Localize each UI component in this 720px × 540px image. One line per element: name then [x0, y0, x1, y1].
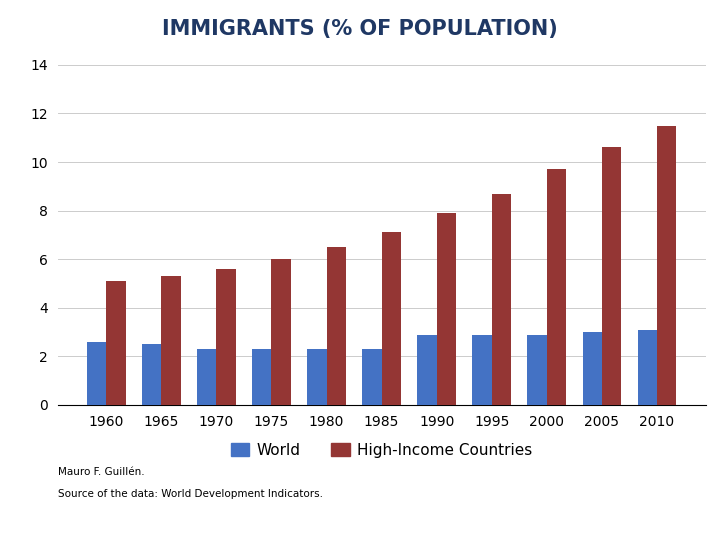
Text: Source of the data: World Development Indicators.: Source of the data: World Development In…	[58, 489, 323, 499]
Text: Mauro F. Guillén.: Mauro F. Guillén.	[58, 467, 144, 477]
Bar	[142, 345, 161, 405]
Text: 10: 10	[685, 519, 702, 532]
Bar	[657, 126, 676, 405]
Bar	[418, 335, 436, 405]
Bar	[197, 349, 217, 405]
Bar	[528, 335, 546, 405]
Bar	[472, 335, 492, 405]
Bar	[582, 332, 602, 405]
Bar	[271, 259, 291, 405]
Bar	[107, 281, 125, 405]
Bar	[546, 170, 566, 405]
Bar	[252, 349, 271, 405]
Bar	[307, 349, 327, 405]
Bar	[87, 342, 107, 405]
Bar	[362, 349, 382, 405]
Text: IMMIGRANTS (% OF POPULATION): IMMIGRANTS (% OF POPULATION)	[162, 19, 558, 39]
Bar	[602, 147, 621, 405]
Bar	[327, 247, 346, 405]
Bar	[492, 194, 511, 405]
Bar	[161, 276, 181, 405]
Bar	[217, 269, 235, 405]
Bar	[436, 213, 456, 405]
Bar	[382, 232, 401, 405]
Bar	[638, 329, 657, 405]
Legend: World, High-Income Countries: World, High-Income Countries	[225, 436, 539, 464]
